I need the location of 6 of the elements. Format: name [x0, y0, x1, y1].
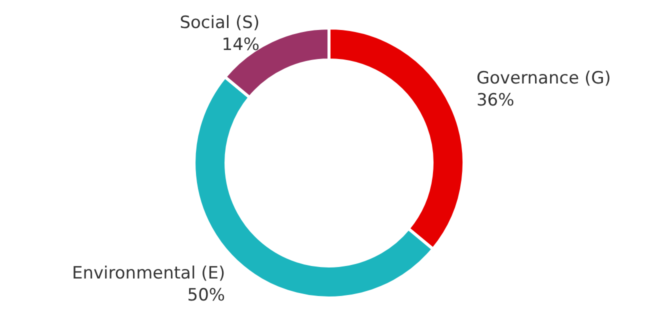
slice-label: Social (S) [180, 13, 260, 33]
data-label: 14% [222, 35, 260, 55]
data-label: 36% [476, 90, 514, 111]
slice-label: Environmental (E) [72, 264, 226, 284]
slice-label: Governance (G) [476, 68, 611, 89]
data-label: 50% [187, 286, 226, 306]
